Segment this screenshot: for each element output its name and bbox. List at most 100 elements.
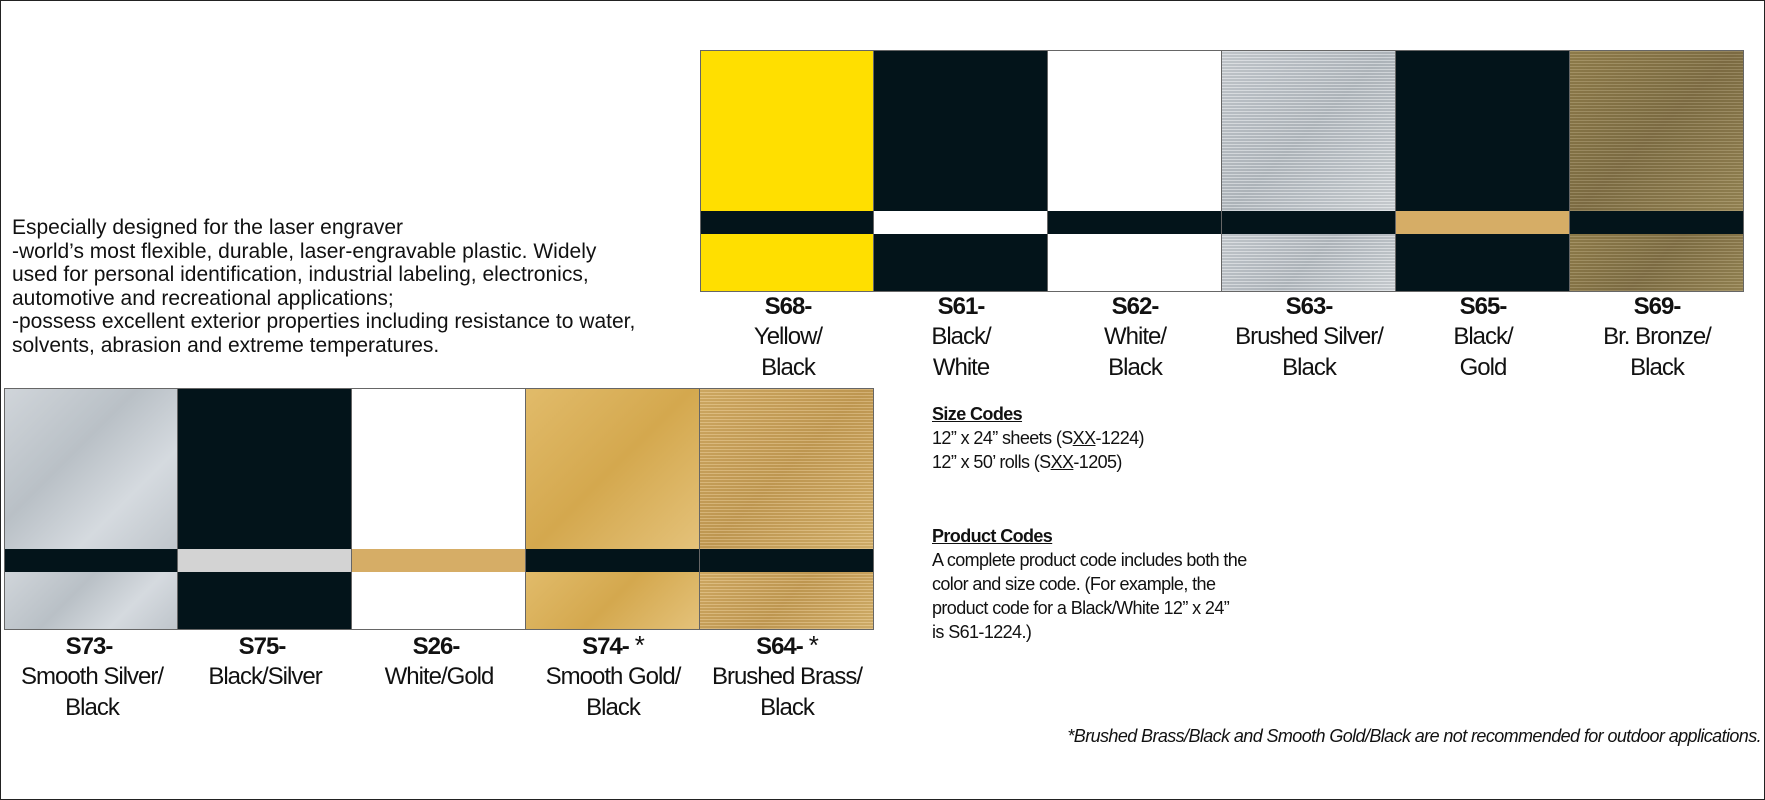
swatch-name: Black/ [1453,323,1513,350]
swatch-code-text: S74- [582,633,630,660]
swatch-face [352,389,525,549]
swatch-s69: S69- Br. Bronze/ Black [1570,50,1744,381]
size-code-text: 12” x 24” sheets (S [932,428,1073,448]
size-codes-section: Size Codes 12” x 24” sheets (SXX-1224) 1… [932,402,1145,474]
swatch-face-lower [874,234,1047,291]
swatch-face [1396,51,1569,211]
swatch-name: Black [761,354,816,381]
product-codes-line: color and size code. (For example, the [932,574,1216,594]
swatch-face [700,389,873,549]
swatch-name: Black [1108,354,1163,381]
swatch-core-stripe [1222,211,1395,234]
swatch-code: S73- [5,631,179,661]
intro-line: -possess excellent exterior properties i… [12,310,636,333]
size-code-text: -1224) [1095,428,1144,448]
intro-line: -world’s most flexible, durable, laser-e… [12,239,597,263]
swatch-code: S26- [352,631,526,661]
swatch-label: S65- Black/ Gold [1396,293,1570,383]
swatch-code: S62- [1111,293,1160,320]
size-codes-heading: Size Codes [932,404,1023,424]
top-swatch-row: S68- Yellow/ Black S61- Black/ White S62… [700,50,1744,381]
swatch-face-lower [1048,234,1221,291]
swatch-face [5,389,177,549]
swatch-label: S68- Yellow/ Black [701,293,875,383]
swatch-name: Yellow/ [753,323,823,350]
swatch-core-stripe [1048,211,1221,234]
product-codes-heading: Product Codes [932,526,1053,546]
swatch-core-stripe [700,549,873,572]
intro-line: automotive and recreational applications… [12,286,394,310]
swatch-s64: S64- * Brushed Brass/ Black [700,388,874,721]
swatch-code: S74- * [526,631,700,661]
swatch-code: S64- * [700,631,874,661]
swatch-name: Black [760,694,815,721]
size-code-rolls: 12” x 50’ rolls (SXX-1205) [932,450,1144,474]
swatch-s73: S73- Smooth Silver/ Black [4,388,178,721]
swatch-core-stripe [5,549,177,572]
swatch-face [1222,51,1395,211]
swatch-s75: S75- Black/Silver [178,388,352,690]
swatch-face-lower [1396,234,1569,291]
swatch-s63: S63- Brushed Silver/ Black [1222,50,1396,381]
swatch-name: Br. Bronze/ [1603,323,1712,350]
swatch-core-stripe [178,549,351,572]
swatch-name: Black [1630,354,1685,381]
swatch-face-lower [5,572,177,629]
swatch-core-stripe [1570,211,1743,234]
swatch-face-lower [178,572,351,629]
intro-text: Especially designed for the laser engrav… [12,216,712,357]
footnote-marker: * [634,630,645,660]
swatch-code: S61- [937,293,986,320]
swatch-name: Smooth Gold/ [545,663,682,690]
swatch-face-lower [700,572,873,629]
swatch-label: S74- * Smooth Gold/ Black [526,631,700,723]
swatch-name: Smooth Silver/ [20,663,164,690]
swatch-face [178,389,351,549]
swatch-label: S26- White/Gold [352,631,526,692]
swatch-code: S65- [1459,293,1508,320]
swatch-code-text: S73- [65,633,114,660]
swatch-name: Black/Silver [208,663,322,690]
swatch-core-stripe [701,211,873,234]
swatch-label: S64- * Brushed Brass/ Black [700,631,874,723]
size-code-sheets: 12” x 24” sheets (SXX-1224) [932,426,1145,450]
swatch-core-stripe [352,549,525,572]
swatch-face [526,389,699,549]
swatch-face [1048,51,1221,211]
swatch-s26: S26- White/Gold [352,388,526,690]
swatch-label: S75- Black/Silver [178,631,352,692]
swatch-code-text: S64- [756,633,804,660]
swatch-name: White/ [1103,323,1167,350]
swatch-name: Black [586,694,641,721]
swatch-name: Black [1282,354,1337,381]
swatch-name: White [932,354,990,381]
intro-line: solvents, abrasion and extreme temperatu… [12,333,440,357]
swatch-core-stripe [1396,211,1569,234]
swatch-name: Brushed Brass/ [711,663,863,690]
swatch-name: White/Gold [384,663,495,690]
size-code-text: 12” x 50’ rolls (S [932,452,1051,472]
outdoor-footnote: *Brushed Brass/Black and Smooth Gold/Bla… [1067,726,1761,746]
swatch-face-lower [526,572,699,629]
intro-line: used for personal identification, indust… [12,263,589,286]
swatch-s61: S61- Black/ White [874,50,1048,381]
swatch-label: S61- Black/ White [874,293,1048,383]
swatch-s74: S74- * Smooth Gold/ Black [526,388,700,721]
swatch-face-lower [701,234,873,291]
swatch-face [701,51,873,211]
swatch-code-text: S26- [412,633,461,660]
swatch-face-lower [1222,234,1395,291]
size-code-placeholder: XX [1072,428,1096,448]
swatch-face-lower [352,572,525,629]
swatch-face [874,51,1047,211]
swatch-code: S69- [1633,293,1682,320]
swatch-core-stripe [526,549,699,572]
swatch-s65: S65- Black/ Gold [1396,50,1570,381]
swatch-label: S63- Brushed Silver/ Black [1222,293,1396,383]
size-code-placeholder: XX [1050,452,1074,472]
swatch-code: S75- [178,631,352,661]
product-codes-section: Product Codes A complete product code in… [932,524,1247,644]
swatch-label: S69- Br. Bronze/ Black [1570,293,1744,383]
swatch-s62: S62- White/ Black [1048,50,1222,381]
size-code-text: -1205) [1073,452,1122,472]
